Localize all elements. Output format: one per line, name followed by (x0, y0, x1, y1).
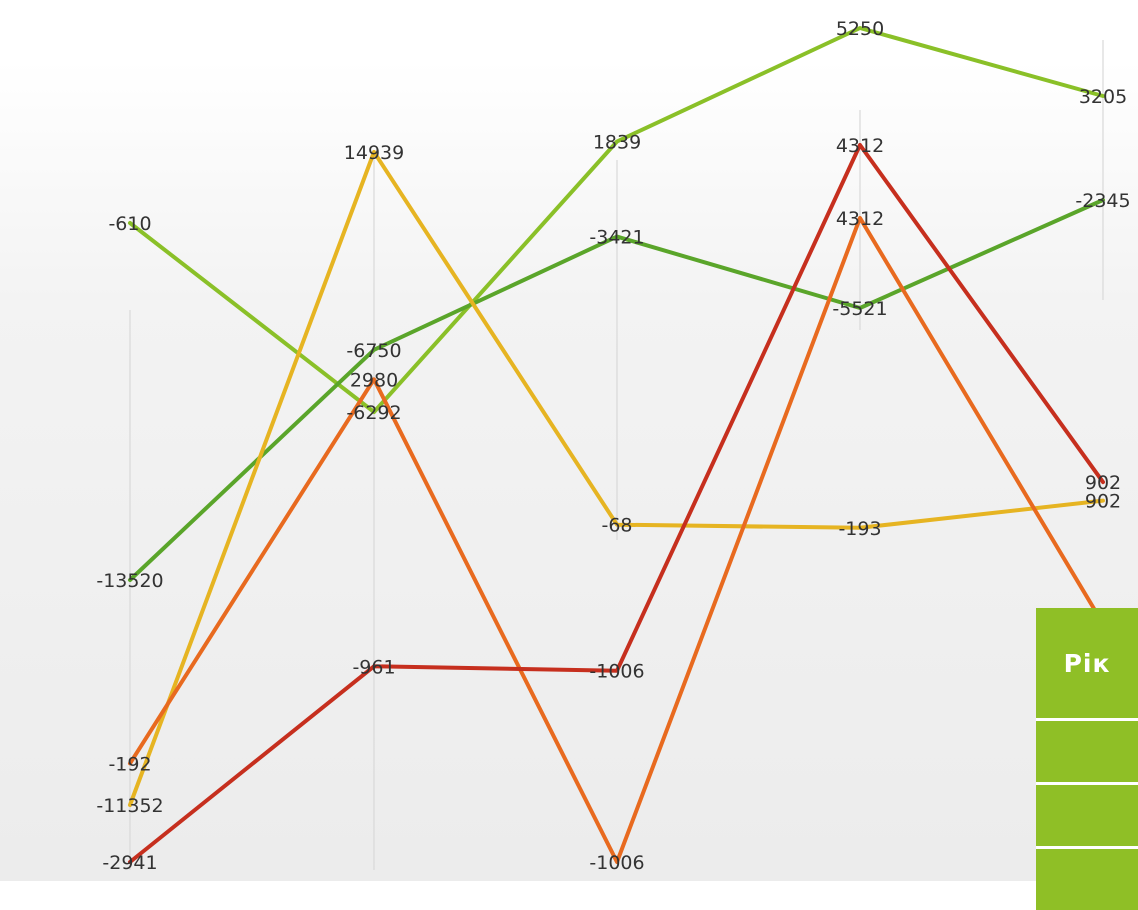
data-label: -1006 (589, 661, 644, 683)
series-line-1 (128, 198, 1105, 582)
data-label: 902 (1085, 491, 1121, 513)
data-label: -192 (108, 753, 151, 775)
data-label: 14939 (344, 142, 404, 164)
series-line-4 (128, 143, 1105, 864)
data-label: -13520 (96, 570, 163, 592)
data-label: -961 (352, 656, 395, 678)
data-labels: -610 -6292 1839 5250 3205 -13520 -6750 -3421 -55… (96, 18, 1130, 874)
data-label: -6292 (346, 402, 401, 424)
series-line-2 (128, 150, 1105, 807)
line-chart: -610 -6292 1839 5250 3205 -13520 -6750 -3421 -55… (96, 18, 1130, 874)
data-label: 4312 (836, 135, 884, 157)
data-label: 1839 (593, 132, 641, 154)
data-label: 4312 (836, 208, 884, 230)
data-label: 902 (1085, 472, 1121, 494)
data-label: -5521 (832, 298, 887, 320)
table-header-year: Рік (1036, 608, 1138, 718)
data-label: -610 (108, 213, 151, 235)
data-label: 3205 (1079, 86, 1127, 108)
data-label: -11352 (96, 795, 163, 817)
data-label: -68 (601, 515, 632, 537)
data-label: -2941 (102, 852, 157, 874)
table-cell (1036, 718, 1138, 782)
table-cell (1036, 846, 1138, 910)
data-label: -2345 (1075, 190, 1130, 212)
data-label: -6750 (346, 340, 401, 362)
series-line-3 (128, 216, 1105, 864)
series-lines (128, 26, 1105, 864)
data-label: -1006 (589, 852, 644, 874)
data-label: 5250 (836, 18, 884, 40)
table-cell (1036, 782, 1138, 846)
data-label: 2980 (350, 369, 398, 391)
data-label: -193 (838, 518, 881, 540)
data-label: -3421 (589, 227, 644, 249)
series-line-0 (128, 26, 1105, 414)
data-table: Рік (1036, 608, 1138, 910)
